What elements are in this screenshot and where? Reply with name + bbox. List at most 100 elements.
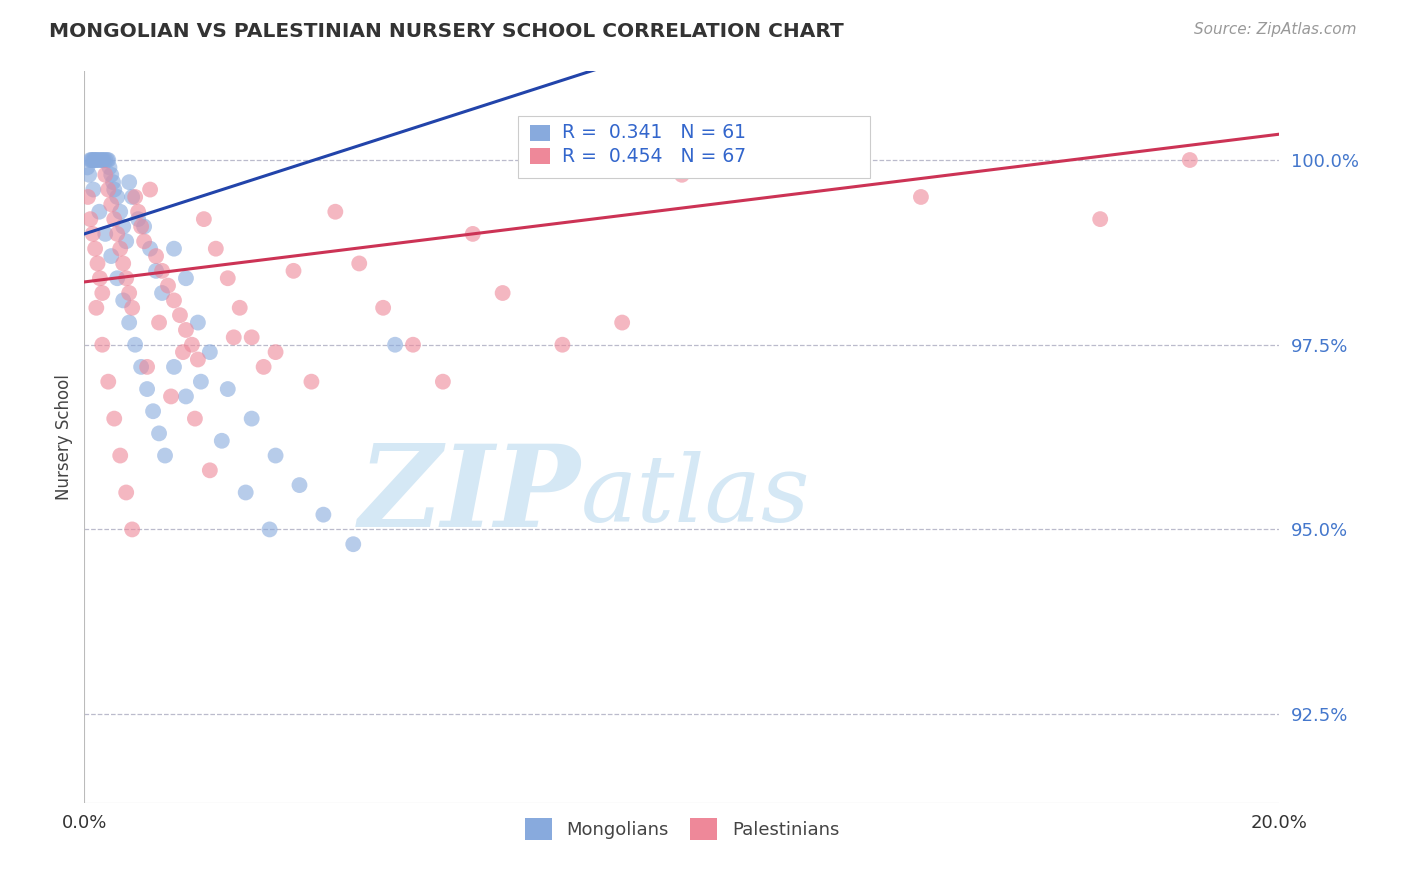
Point <box>86 153 108 167</box>
Point <box>150 264 173 278</box>
Point <box>77 168 100 182</box>
Point <box>105 227 128 241</box>
Point <box>121 301 143 315</box>
Point <box>402 337 425 351</box>
Point <box>103 183 125 197</box>
Point <box>671 168 693 182</box>
Point <box>184 411 207 425</box>
Point <box>82 153 104 167</box>
Point <box>94 168 117 182</box>
Point <box>82 227 104 241</box>
Point <box>910 190 932 204</box>
Point <box>118 285 141 300</box>
Point <box>373 301 395 315</box>
Point <box>105 271 128 285</box>
Point <box>240 330 263 344</box>
Point <box>84 153 107 167</box>
Point <box>90 153 112 167</box>
Point <box>222 330 245 344</box>
Point <box>174 323 197 337</box>
Point <box>139 183 162 197</box>
Text: MONGOLIAN VS PALESTINIAN NURSERY SCHOOL CORRELATION CHART: MONGOLIAN VS PALESTINIAN NURSERY SCHOOL … <box>49 22 844 41</box>
Point <box>612 316 634 330</box>
Point <box>94 153 117 167</box>
Point <box>129 219 152 234</box>
Point <box>89 153 111 167</box>
Bar <box>530 148 551 164</box>
Point <box>101 175 124 189</box>
Point <box>240 411 263 425</box>
Point <box>301 375 323 389</box>
Point <box>82 183 104 197</box>
Point <box>1178 153 1201 167</box>
Point <box>205 242 228 256</box>
Point <box>110 242 132 256</box>
Point <box>127 212 149 227</box>
Point <box>145 249 167 263</box>
Point <box>229 301 252 315</box>
Point <box>217 271 239 285</box>
Point <box>105 190 128 204</box>
Point <box>264 449 287 463</box>
FancyBboxPatch shape <box>517 116 870 178</box>
Point <box>259 523 281 537</box>
Point <box>136 382 159 396</box>
Point <box>91 285 114 300</box>
Point <box>174 271 197 285</box>
Point <box>551 337 574 351</box>
Point <box>91 337 114 351</box>
Point <box>384 337 406 351</box>
Point <box>174 389 197 403</box>
Point <box>181 337 204 351</box>
Point <box>157 278 180 293</box>
Point <box>89 271 111 285</box>
Point <box>80 153 103 167</box>
Point <box>118 175 141 189</box>
Point <box>432 375 454 389</box>
Point <box>100 197 122 211</box>
Y-axis label: Nursery School: Nursery School <box>55 374 73 500</box>
Point <box>145 264 167 278</box>
Point <box>150 285 173 300</box>
Point <box>342 537 364 551</box>
Point <box>288 478 311 492</box>
Point <box>97 183 120 197</box>
Point <box>89 204 111 219</box>
Point <box>112 256 135 270</box>
Point <box>139 242 162 256</box>
Point <box>312 508 335 522</box>
Point <box>100 249 122 263</box>
Point <box>77 190 100 204</box>
Point <box>461 227 484 241</box>
Point <box>132 235 156 249</box>
Point <box>132 219 156 234</box>
Point <box>253 359 276 374</box>
Point <box>93 153 115 167</box>
Point <box>349 256 371 270</box>
Bar <box>530 125 551 141</box>
Point <box>190 375 212 389</box>
Text: R =  0.341   N = 61: R = 0.341 N = 61 <box>562 123 747 142</box>
Point <box>91 153 114 167</box>
Point <box>118 316 141 330</box>
Point <box>163 359 186 374</box>
Point <box>121 523 143 537</box>
Point <box>790 153 813 167</box>
Point <box>115 271 138 285</box>
Point <box>103 212 125 227</box>
Point <box>142 404 165 418</box>
Point <box>129 359 152 374</box>
Point <box>86 301 108 315</box>
Point <box>1090 212 1112 227</box>
Point <box>172 345 194 359</box>
Point <box>325 204 347 219</box>
Point <box>97 375 120 389</box>
Point <box>94 227 117 241</box>
Point <box>127 204 149 219</box>
Point <box>83 153 105 167</box>
Point <box>115 235 138 249</box>
Text: Source: ZipAtlas.com: Source: ZipAtlas.com <box>1194 22 1357 37</box>
Point <box>103 411 125 425</box>
Point <box>136 359 159 374</box>
Point <box>198 463 221 477</box>
